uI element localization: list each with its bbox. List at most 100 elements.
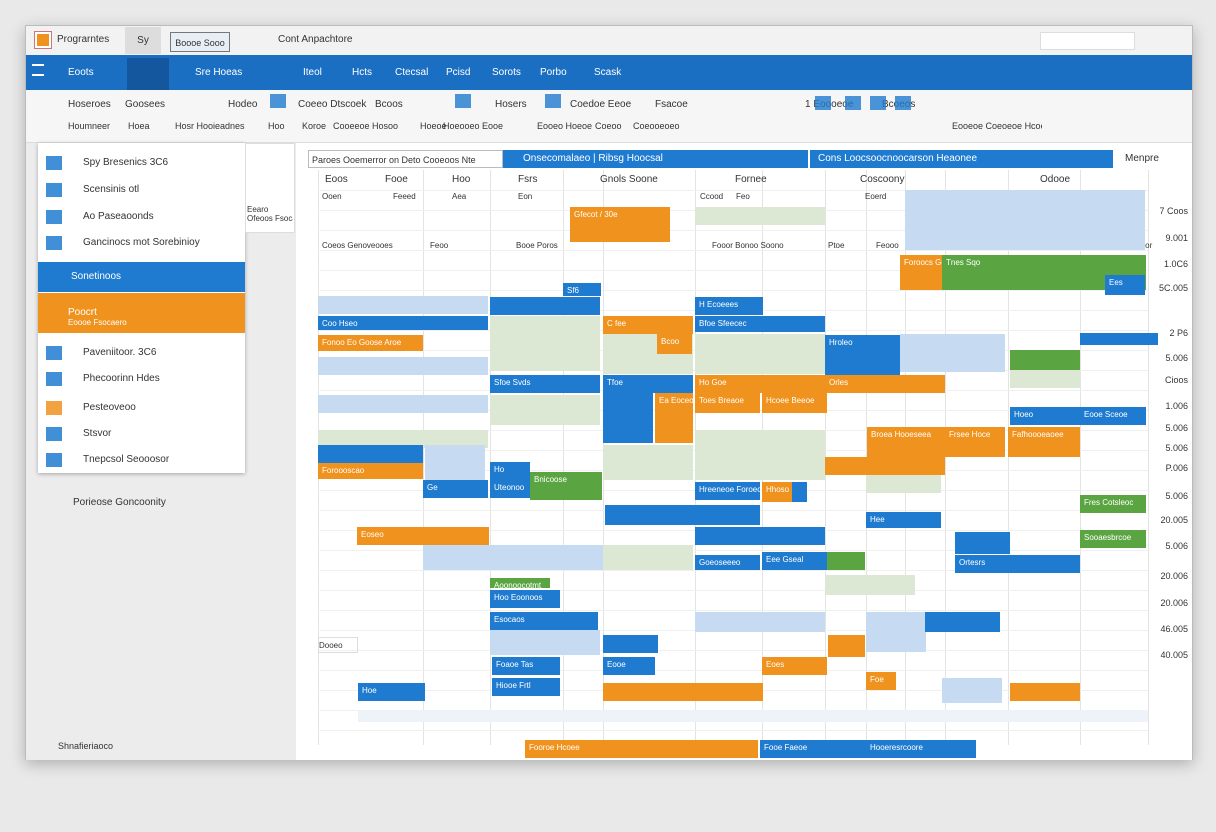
event[interactable]: Orles bbox=[825, 375, 945, 393]
menu-button[interactable] bbox=[32, 64, 44, 76]
ribbon-tab[interactable]: Pcisd bbox=[446, 67, 471, 78]
event[interactable]: Hroleo bbox=[825, 335, 900, 375]
ribbon-tab[interactable]: Ctecsal bbox=[395, 67, 429, 78]
ribbon-button[interactable]: Hodeo bbox=[228, 99, 258, 110]
event-block[interactable] bbox=[1010, 350, 1080, 370]
ribbon-button[interactable]: Coeeo Dtscoek bbox=[298, 99, 367, 110]
event-block[interactable] bbox=[603, 393, 653, 443]
event-block[interactable] bbox=[925, 612, 1000, 632]
event-block[interactable] bbox=[695, 505, 760, 525]
ribbon-tab[interactable]: Scask bbox=[594, 67, 622, 78]
nav-item[interactable]: Phecoorinn Hdes bbox=[83, 373, 160, 384]
event[interactable]: Foaoe Tas bbox=[492, 657, 560, 675]
nav-item[interactable]: Gancinocs mot Sorebinioy bbox=[83, 237, 200, 248]
ribbon-tab[interactable]: Porbo bbox=[540, 67, 567, 78]
event[interactable]: Sooaesbrcoe bbox=[1080, 530, 1146, 548]
event-block[interactable] bbox=[825, 552, 865, 570]
event[interactable]: Ge bbox=[423, 480, 488, 498]
ribbon-label[interactable]: Eooeo Hoeoe bbox=[537, 121, 593, 131]
event[interactable]: Ho Goe bbox=[695, 375, 825, 393]
ribbon-button[interactable]: Hoseroes bbox=[68, 99, 111, 110]
event[interactable]: Hreeneoe Foroeoe bbox=[695, 482, 760, 500]
event-block[interactable] bbox=[1080, 333, 1158, 345]
event[interactable]: Eooe Sceoe bbox=[1080, 407, 1146, 425]
event[interactable]: Fafhoooeaoee bbox=[1008, 427, 1080, 457]
event[interactable]: Hoe bbox=[358, 683, 425, 701]
event[interactable]: Eooe bbox=[603, 657, 655, 675]
search-box[interactable]: Boooe Sooo bbox=[170, 32, 230, 52]
event[interactable]: C fee bbox=[603, 316, 693, 334]
event[interactable]: Uteonoo bbox=[490, 480, 530, 498]
event[interactable]: Hcoee Beeoe bbox=[762, 393, 827, 413]
event-block[interactable] bbox=[603, 683, 763, 701]
event[interactable]: Fres Cotsleoc bbox=[1080, 495, 1146, 513]
event[interactable]: Bnicoose bbox=[530, 472, 602, 500]
event[interactable]: Hoeo bbox=[1010, 407, 1080, 425]
ribbon-label[interactable]: Hoea bbox=[128, 121, 150, 131]
nav-item[interactable]: Paveniitoor. 3C6 bbox=[83, 347, 157, 358]
nav-item[interactable]: Stsvor bbox=[83, 428, 112, 439]
event[interactable]: Hoo Eoonoos bbox=[490, 590, 560, 608]
event[interactable]: Coo Hseo bbox=[318, 316, 488, 330]
nav-item[interactable]: Scensinis otl bbox=[83, 184, 140, 195]
ribbon-button[interactable]: Fsacoe bbox=[655, 99, 688, 110]
ribbon-tab[interactable]: Sorots bbox=[492, 67, 521, 78]
event[interactable]: Eoes bbox=[762, 657, 827, 675]
event[interactable]: Bcoo bbox=[657, 334, 692, 354]
ribbon-icon[interactable] bbox=[815, 96, 831, 110]
ribbon-label[interactable]: Hoo bbox=[268, 121, 285, 131]
ribbon-label[interactable]: Coeoo bbox=[595, 121, 622, 131]
ribbon-label[interactable]: Eooeoe Coeoeoe Hcoeo bbox=[952, 121, 1042, 131]
event[interactable]: Hiooe Frtl bbox=[492, 678, 560, 696]
ribbon-button[interactable]: Coedoe Eeoe bbox=[570, 99, 632, 110]
event-block[interactable] bbox=[603, 740, 758, 758]
ribbon-label[interactable]: Eooe bbox=[482, 121, 504, 131]
nav-item[interactable]: Spy Bresenics 3C6 bbox=[83, 157, 169, 168]
ribbon-label[interactable]: Hoeooeo bbox=[443, 121, 480, 131]
event-block[interactable] bbox=[695, 527, 825, 545]
event-block[interactable] bbox=[955, 532, 1010, 554]
event[interactable]: Ees bbox=[1105, 275, 1145, 295]
nav-item[interactable]: Tnepcsol Seooosor bbox=[83, 454, 170, 465]
event-block[interactable] bbox=[605, 505, 695, 525]
event[interactable]: Foroooscao bbox=[318, 463, 423, 479]
event[interactable]: Bfoe Sfeecec bbox=[695, 316, 825, 332]
event-block[interactable] bbox=[828, 635, 865, 657]
nav-item[interactable]: Pesteoveoo bbox=[83, 402, 136, 413]
event[interactable]: Sfoe Svds bbox=[490, 375, 600, 393]
event-block[interactable] bbox=[1010, 683, 1080, 701]
ribbon-icon[interactable] bbox=[845, 96, 861, 110]
event-block[interactable] bbox=[603, 635, 658, 653]
ribbon-tab[interactable]: Sre Hoeas bbox=[195, 67, 243, 78]
ribbon-label[interactable]: Hosr Hooieadnes bbox=[175, 121, 245, 131]
ribbon-icon[interactable] bbox=[270, 94, 286, 108]
ribbon-tab[interactable]: Eoots bbox=[68, 67, 94, 78]
event[interactable]: Foe bbox=[866, 672, 896, 690]
ribbon-label[interactable]: Koroe bbox=[302, 121, 327, 131]
event[interactable]: Esocaos bbox=[490, 612, 598, 630]
event-block[interactable] bbox=[490, 297, 600, 315]
ribbon-label[interactable]: Coeooeoeo bbox=[633, 121, 680, 131]
event[interactable]: Ortesrs bbox=[955, 555, 1080, 573]
event[interactable]: Tfoe bbox=[603, 375, 693, 393]
nav-item[interactable]: Poocrt bbox=[38, 293, 245, 333]
tab-active[interactable] bbox=[127, 58, 169, 90]
event[interactable]: Eoseo bbox=[357, 527, 489, 545]
ribbon-button[interactable]: Bcoeos bbox=[882, 98, 957, 112]
event[interactable]: Hooeresrcoore bbox=[866, 740, 976, 758]
event[interactable]: Frsee Hoce bbox=[945, 427, 1005, 445]
ribbon-icon[interactable] bbox=[870, 96, 886, 110]
event[interactable]: Sf6 bbox=[563, 283, 601, 296]
event[interactable]: Fooe Faeoe bbox=[760, 740, 868, 758]
ribbon-button[interactable]: Bcoos bbox=[375, 99, 403, 110]
nav-footer[interactable]: Porieose Goncoonity bbox=[73, 497, 166, 508]
event[interactable]: Toes Breaoe bbox=[695, 393, 760, 413]
event[interactable]: H Ecoeees bbox=[695, 297, 763, 315]
event-block[interactable] bbox=[825, 457, 945, 475]
ribbon-label[interactable]: Cooeeoe Hosoo bbox=[333, 121, 399, 131]
event-block[interactable] bbox=[318, 445, 423, 463]
ribbon-icon[interactable] bbox=[455, 94, 471, 108]
event[interactable]: Hhoso bbox=[762, 482, 792, 502]
event[interactable]: Ea Eoceoe bbox=[655, 393, 693, 443]
ribbon-button[interactable]: Hosers bbox=[495, 99, 527, 110]
